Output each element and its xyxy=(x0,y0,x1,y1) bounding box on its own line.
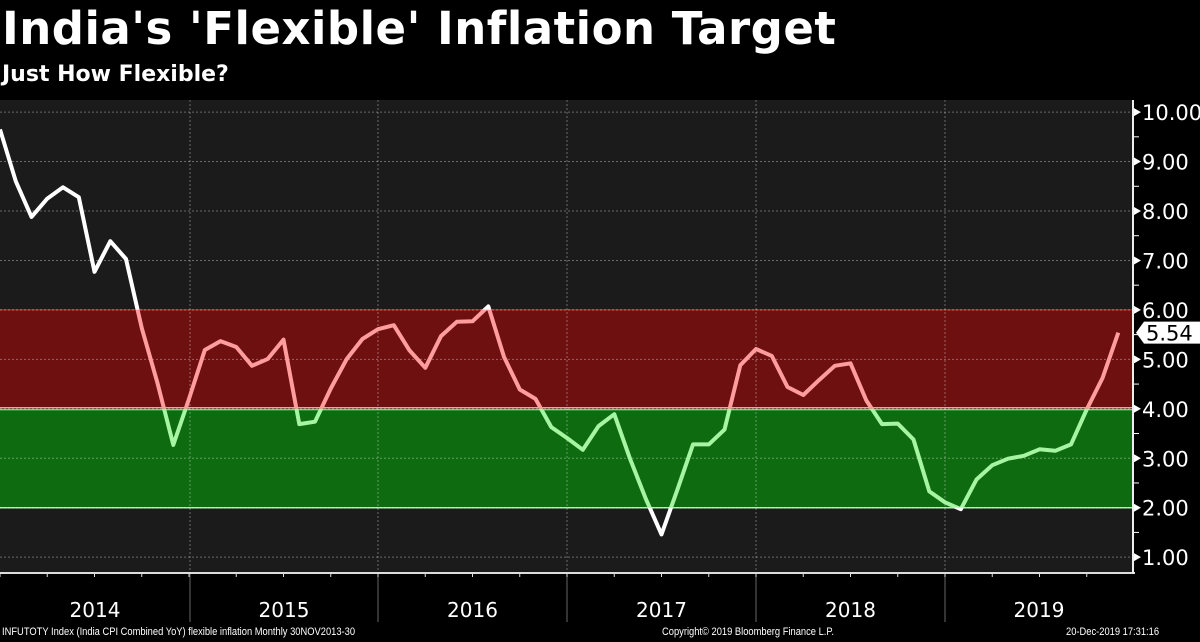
target-band-1 xyxy=(0,408,1133,508)
y-tick-label: 8.00 xyxy=(1142,200,1189,224)
y-tick-label: 3.00 xyxy=(1142,447,1189,471)
y-tick-label: 1.00 xyxy=(1142,546,1189,570)
y-tick xyxy=(1134,404,1141,413)
y-tick xyxy=(1134,108,1141,117)
y-tick xyxy=(1134,305,1141,314)
chart-title: India's 'Flexible' Inflation Target xyxy=(2,2,837,55)
x-tick-label: 2017 xyxy=(636,598,687,622)
y-tick xyxy=(1134,503,1141,512)
x-tick-label: 2019 xyxy=(1014,598,1065,622)
y-tick-label: 2.00 xyxy=(1142,497,1189,521)
y-tick xyxy=(1134,207,1141,215)
x-tick-label: 2018 xyxy=(825,598,876,622)
y-tick xyxy=(1134,157,1141,166)
footer-copyright: Copyright© 2019 Bloomberg Finance L.P. xyxy=(662,626,835,638)
last-value-tag xyxy=(1136,321,1200,344)
target-band-0 xyxy=(0,309,1133,409)
chart-subtitle: Just How Flexible? xyxy=(2,62,229,87)
y-tick-label: 6.00 xyxy=(1142,299,1189,323)
y-tick xyxy=(1134,454,1141,463)
y-tick-label: 5.00 xyxy=(1142,348,1189,372)
y-tick-label: 9.00 xyxy=(1142,151,1189,175)
y-tick-label: 4.00 xyxy=(1142,398,1189,422)
inflation-line-lower xyxy=(162,408,1090,508)
y-tick xyxy=(1134,256,1141,265)
footer-source: INFUTOTY Index (India CPI Combined YoY) … xyxy=(2,626,356,638)
x-tick-label: 2016 xyxy=(447,598,498,622)
y-tick xyxy=(1134,355,1141,364)
y-tick-label: 7.00 xyxy=(1142,249,1189,273)
last-value-label: 5.54 xyxy=(1146,322,1193,346)
footer-timestamp: 20-Dec-2019 17:31:16 xyxy=(1066,626,1160,638)
x-tick-label: 2014 xyxy=(70,598,121,622)
inflation-line-upper xyxy=(135,309,1121,409)
x-tick-label: 2015 xyxy=(259,598,310,622)
y-tick xyxy=(1134,553,1141,562)
y-tick-label: 10.00 xyxy=(1142,101,1200,125)
